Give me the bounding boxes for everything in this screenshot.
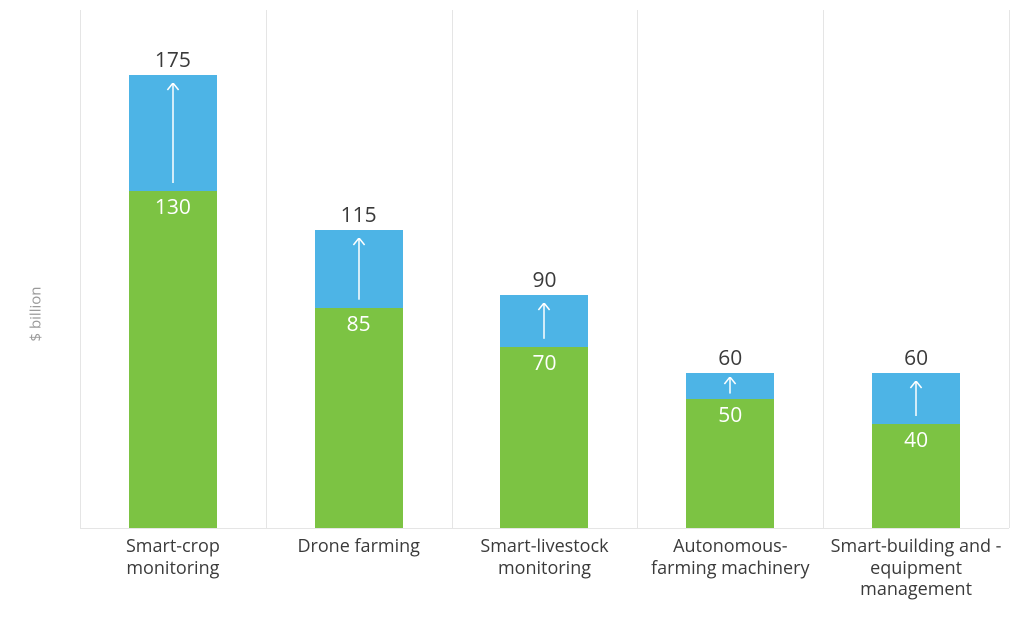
bar-group: 5060Autonomous-farming machinery bbox=[637, 10, 823, 618]
x-axis-category-label: Smart-building and -equipment management bbox=[823, 528, 1009, 601]
x-axis-category-label: Autonomous-farming machinery bbox=[637, 528, 823, 579]
bar-upper-value: 60 bbox=[718, 348, 742, 369]
bar-lower-value: 70 bbox=[532, 353, 556, 374]
bar-upper-segment bbox=[315, 230, 403, 308]
bar-upper-segment bbox=[872, 373, 960, 425]
bar: 85115 bbox=[315, 230, 403, 528]
bar-group: 85115Drone farming bbox=[266, 10, 452, 618]
bar-lower-value: 40 bbox=[904, 430, 928, 451]
bar-upper-value: 90 bbox=[532, 270, 556, 291]
bar-upper-value: 60 bbox=[904, 348, 928, 369]
bar-lower-segment bbox=[315, 308, 403, 528]
bar-lower-value: 85 bbox=[347, 314, 371, 335]
bar-upper-segment bbox=[686, 373, 774, 399]
bar-upper-segment bbox=[500, 295, 588, 347]
plot-area: 130175Smart-crop monitoring85115Drone fa… bbox=[80, 10, 1009, 618]
bar: 7090 bbox=[500, 295, 588, 528]
bar: 130175 bbox=[129, 75, 217, 528]
x-axis-category-label: Smart-livestock monitoring bbox=[452, 528, 638, 579]
x-axis-category-label: Smart-crop monitoring bbox=[80, 528, 266, 579]
column-separator bbox=[1009, 10, 1010, 528]
bar-lower-segment bbox=[129, 191, 217, 528]
y-axis-label: $ billion bbox=[26, 286, 46, 341]
bar-upper-value: 175 bbox=[155, 50, 191, 71]
bar: 5060 bbox=[686, 373, 774, 528]
bar-group: 7090Smart-livestock monitoring bbox=[452, 10, 638, 618]
chart-root: $ billion 130175Smart-crop monitoring851… bbox=[0, 0, 1024, 628]
bar-upper-segment bbox=[129, 75, 217, 192]
bar-lower-value: 130 bbox=[155, 197, 191, 218]
x-axis-category-label: Drone farming bbox=[266, 528, 452, 558]
bar-lower-value: 50 bbox=[718, 405, 742, 426]
bar-group: 4060Smart-building and -equipment manage… bbox=[823, 10, 1009, 618]
bar-upper-value: 115 bbox=[341, 205, 377, 226]
bar: 4060 bbox=[872, 373, 960, 528]
bar-group: 130175Smart-crop monitoring bbox=[80, 10, 266, 618]
